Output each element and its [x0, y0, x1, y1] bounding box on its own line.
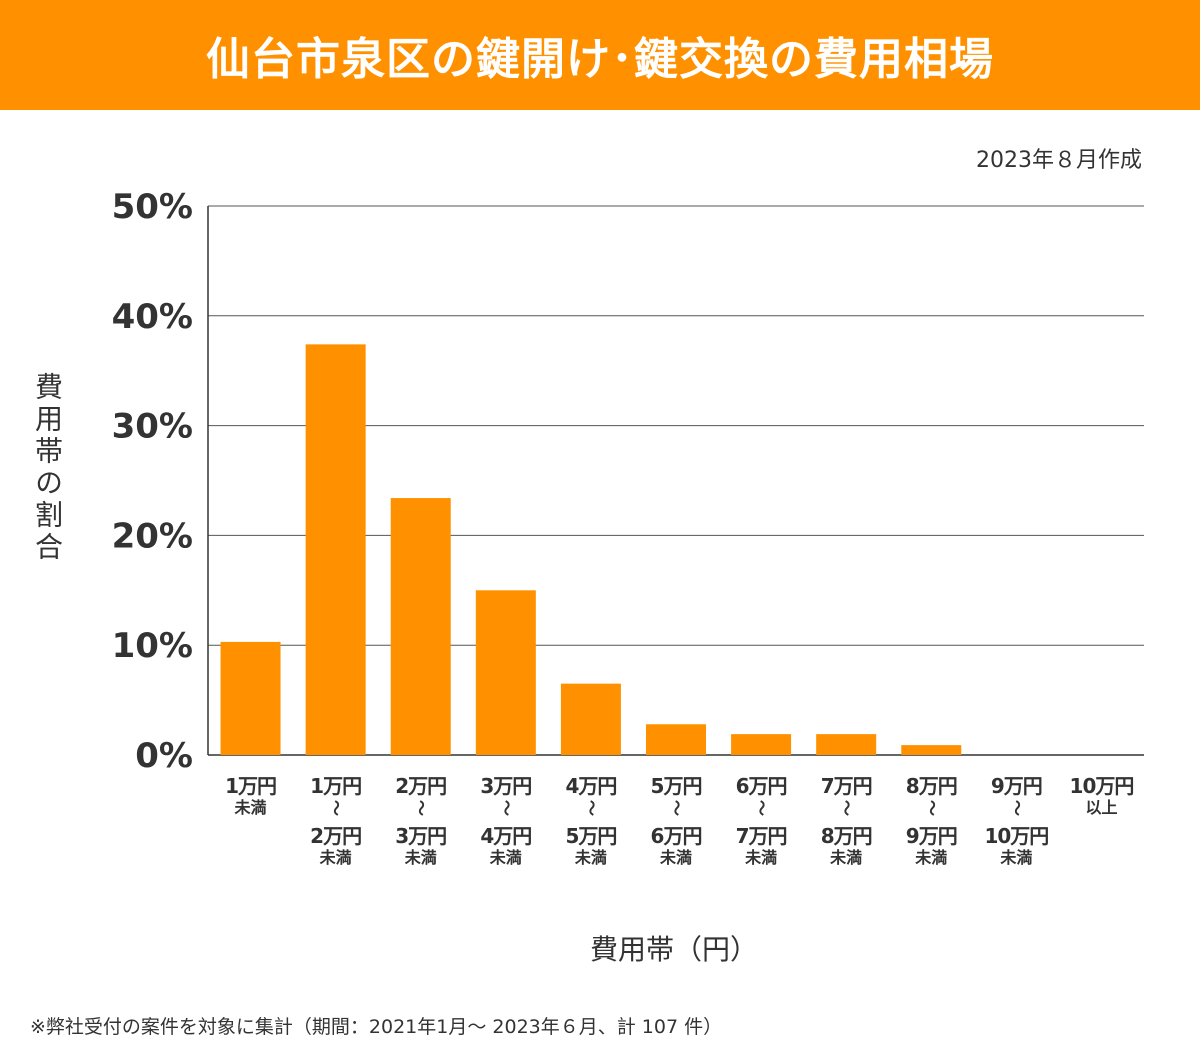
x-tick-label: 5万円 — [565, 824, 616, 848]
chart-title: 仙台市泉区の鍵開け･鍵交換の費用相場 — [206, 34, 994, 85]
bar — [560, 683, 621, 755]
x-tick-label: 8万円 — [906, 774, 957, 798]
x-tick-label: 7万円 — [821, 774, 872, 798]
x-tick-label: 9万円 — [906, 824, 957, 848]
x-tick-label: 2万円 — [310, 824, 361, 848]
x-tick-label: 9万円 — [991, 774, 1042, 798]
y-tick-label: 50% — [112, 187, 193, 227]
x-tick-separator: 〜 — [582, 800, 601, 816]
chart-header: 仙台市泉区の鍵開け･鍵交換の費用相場 — [0, 0, 1200, 110]
x-tick-sublabel: 未満 — [914, 848, 947, 867]
x-tick-separator: 〜 — [497, 800, 516, 816]
x-tick-label: 4万円 — [480, 824, 531, 848]
date-note: 2023年８月作成 — [976, 148, 1142, 173]
x-tick-label: 6万円 — [651, 824, 702, 848]
x-tick-sublabel: 未満 — [829, 848, 862, 867]
x-tick-label: 1万円 — [225, 774, 276, 798]
x-tick-label: 6万円 — [736, 774, 787, 798]
x-tick-sublabel: 未満 — [999, 848, 1032, 867]
bar — [220, 641, 281, 755]
x-tick-separator: 〜 — [327, 800, 346, 816]
x-tick-label: 2万円 — [395, 774, 446, 798]
bar — [816, 734, 877, 755]
x-tick-sublabel: 未満 — [659, 848, 692, 867]
y-tick-label: 10% — [112, 626, 193, 666]
x-tick-label: 10万円 — [1070, 774, 1134, 798]
bar — [731, 734, 792, 755]
bar — [646, 724, 706, 755]
bar — [390, 498, 451, 755]
y-tick-label: 30% — [112, 407, 193, 447]
footnote: ※弊社受付の案件を対象に集計（期間：2021年1月～ 2023年６月、計 107… — [30, 1016, 723, 1038]
x-tick-label: 3万円 — [480, 774, 531, 798]
x-tick-separator: 〜 — [1007, 800, 1026, 816]
x-tick-separator: 〜 — [922, 800, 941, 816]
bar — [305, 344, 366, 755]
x-tick-separator: 〜 — [837, 800, 856, 816]
x-tick-sublabel: 未満 — [574, 848, 607, 867]
x-tick-label: 5万円 — [651, 774, 702, 798]
y-tick-label: 0% — [135, 736, 193, 776]
x-tick-sublabel: 以上 — [1085, 798, 1117, 817]
x-tick-sublabel: 未満 — [319, 848, 352, 867]
x-tick-label: 3万円 — [395, 824, 446, 848]
y-tick-label: 20% — [112, 516, 193, 556]
x-tick-separator: 〜 — [667, 800, 686, 816]
x-tick-label: 7万円 — [736, 824, 787, 848]
bar — [901, 745, 962, 755]
x-tick-label: 8万円 — [821, 824, 872, 848]
x-tick-separator: 〜 — [752, 800, 771, 816]
x-tick-label: 10万円 — [984, 824, 1048, 848]
x-axis-label: 費用帯（円） — [590, 933, 759, 966]
x-tick-sublabel: 未満 — [744, 848, 777, 867]
x-tick-sublabel: 未満 — [404, 848, 437, 867]
x-tick-sublabel: 未満 — [234, 798, 267, 817]
x-tick-label: 1万円 — [310, 774, 361, 798]
bar — [475, 590, 536, 755]
x-tick-sublabel: 未満 — [489, 848, 522, 867]
y-axis-label: 費用帯の割合 — [31, 372, 64, 564]
x-tick-label: 4万円 — [565, 774, 616, 798]
x-tick-separator: 〜 — [412, 800, 431, 816]
y-tick-label: 40% — [112, 297, 193, 337]
